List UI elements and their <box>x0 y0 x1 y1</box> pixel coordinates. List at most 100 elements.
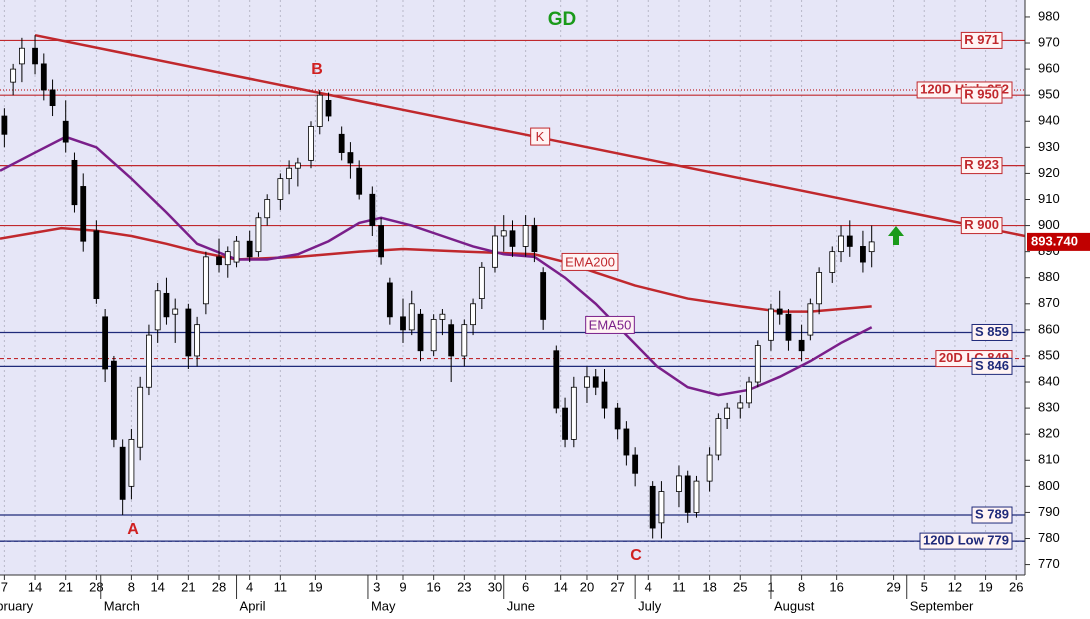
candle-body <box>684 475 691 513</box>
candle-body <box>172 308 179 315</box>
y-tick-label: 810 <box>1038 452 1060 467</box>
candle-body <box>816 272 823 305</box>
y-tick-label: 790 <box>1038 504 1060 519</box>
candle-body <box>110 360 117 440</box>
candle-body <box>286 167 293 180</box>
annotation: B <box>311 61 323 78</box>
y-tick-label: 880 <box>1038 269 1060 284</box>
candle-body <box>137 386 144 448</box>
candle-body <box>264 199 271 219</box>
month-label: September <box>910 598 974 613</box>
candle-body <box>1 115 8 135</box>
candle-body <box>216 256 222 266</box>
x-tick-label: 18 <box>702 579 716 594</box>
y-tick-label: 980 <box>1038 8 1060 23</box>
y-tick-label: 930 <box>1038 139 1060 154</box>
candle-body <box>19 47 25 65</box>
y-tick-label: 900 <box>1038 217 1060 232</box>
candle-body <box>584 376 590 388</box>
month-label: May <box>371 598 396 613</box>
x-tick-label: 30 <box>488 579 502 594</box>
month-label: July <box>638 598 662 613</box>
y-tick-label: 770 <box>1038 556 1060 571</box>
ma-label-box <box>561 252 619 271</box>
y-tick-label: 960 <box>1038 61 1060 76</box>
x-tick-label: 28 <box>212 579 226 594</box>
y-tick-label: 850 <box>1038 347 1060 362</box>
candle-body <box>224 251 231 266</box>
x-tick-label: 3 <box>373 579 380 594</box>
candle-body <box>522 225 529 247</box>
candle-body <box>798 339 805 352</box>
candle-body <box>154 290 161 331</box>
x-tick-label: 16 <box>426 579 440 594</box>
x-tick-label: 29 <box>886 579 900 594</box>
ma-label: EMA200 <box>565 254 615 269</box>
candle-body <box>430 319 437 352</box>
x-tick-label: 4 <box>246 579 253 594</box>
candle-body <box>570 386 577 440</box>
candle-body <box>492 235 498 268</box>
x-tick-label: 7 <box>1 579 8 594</box>
last-price-box <box>1027 232 1090 251</box>
candle-body <box>500 230 507 237</box>
x-tick-label: 28 <box>89 579 103 594</box>
candle-body <box>194 324 201 357</box>
y-tick-label: 830 <box>1038 400 1060 415</box>
candle-body <box>356 167 363 195</box>
candle-body <box>715 418 722 456</box>
y-tick-label: 970 <box>1038 34 1060 49</box>
candle-body <box>146 334 152 388</box>
candle-body <box>163 292 170 318</box>
candle-body <box>128 438 135 487</box>
candle-body <box>724 407 731 419</box>
trendline <box>34 33 1026 238</box>
trendline-label: K <box>536 129 545 144</box>
candle-body <box>737 402 744 409</box>
candle-body <box>478 266 485 299</box>
y-tick-label: 910 <box>1038 191 1060 206</box>
candle-body <box>649 485 656 529</box>
x-tick-label: 9 <box>399 579 406 594</box>
candle-body <box>93 230 100 299</box>
x-tick-label: 20 <box>580 579 594 594</box>
candle-body <box>829 251 836 273</box>
x-tick-label: 26 <box>1009 579 1023 594</box>
x-tick-label: 14 <box>28 579 42 594</box>
candle-body <box>706 454 713 482</box>
candle-body <box>614 407 621 430</box>
candle-body <box>80 186 87 242</box>
level-label-box <box>960 157 1003 175</box>
candle-body <box>531 225 538 253</box>
x-tick-label: 27 <box>610 579 624 594</box>
candle-body <box>62 120 69 143</box>
level-label-box <box>971 323 1013 341</box>
candle-body <box>325 99 332 117</box>
candles <box>1 35 875 539</box>
candle-body <box>119 446 126 500</box>
level-label-box <box>971 506 1013 524</box>
month-label: August <box>774 598 815 613</box>
candle-body <box>40 63 47 91</box>
candle-body <box>369 193 376 226</box>
x-tick-label: 19 <box>308 579 322 594</box>
ma-label: EMA50 <box>589 317 632 332</box>
x-tick-label: 14 <box>553 579 567 594</box>
candle-body <box>408 303 415 331</box>
candle-body <box>592 376 599 388</box>
x-tick-label: 8 <box>128 579 135 594</box>
annotation: C <box>630 547 642 564</box>
level-label: S 789 <box>975 506 1009 521</box>
candle-body <box>776 308 783 315</box>
candle-body <box>868 241 875 253</box>
ma-label-box <box>585 315 635 334</box>
last-price-label: 893.740 <box>1031 233 1078 248</box>
candle-body <box>71 159 78 206</box>
level-label: S 846 <box>975 358 1009 373</box>
candle-body <box>386 282 393 318</box>
candle-body <box>246 240 253 258</box>
candle-body <box>202 256 209 305</box>
candle-body <box>562 407 568 440</box>
candle-body <box>102 316 109 370</box>
